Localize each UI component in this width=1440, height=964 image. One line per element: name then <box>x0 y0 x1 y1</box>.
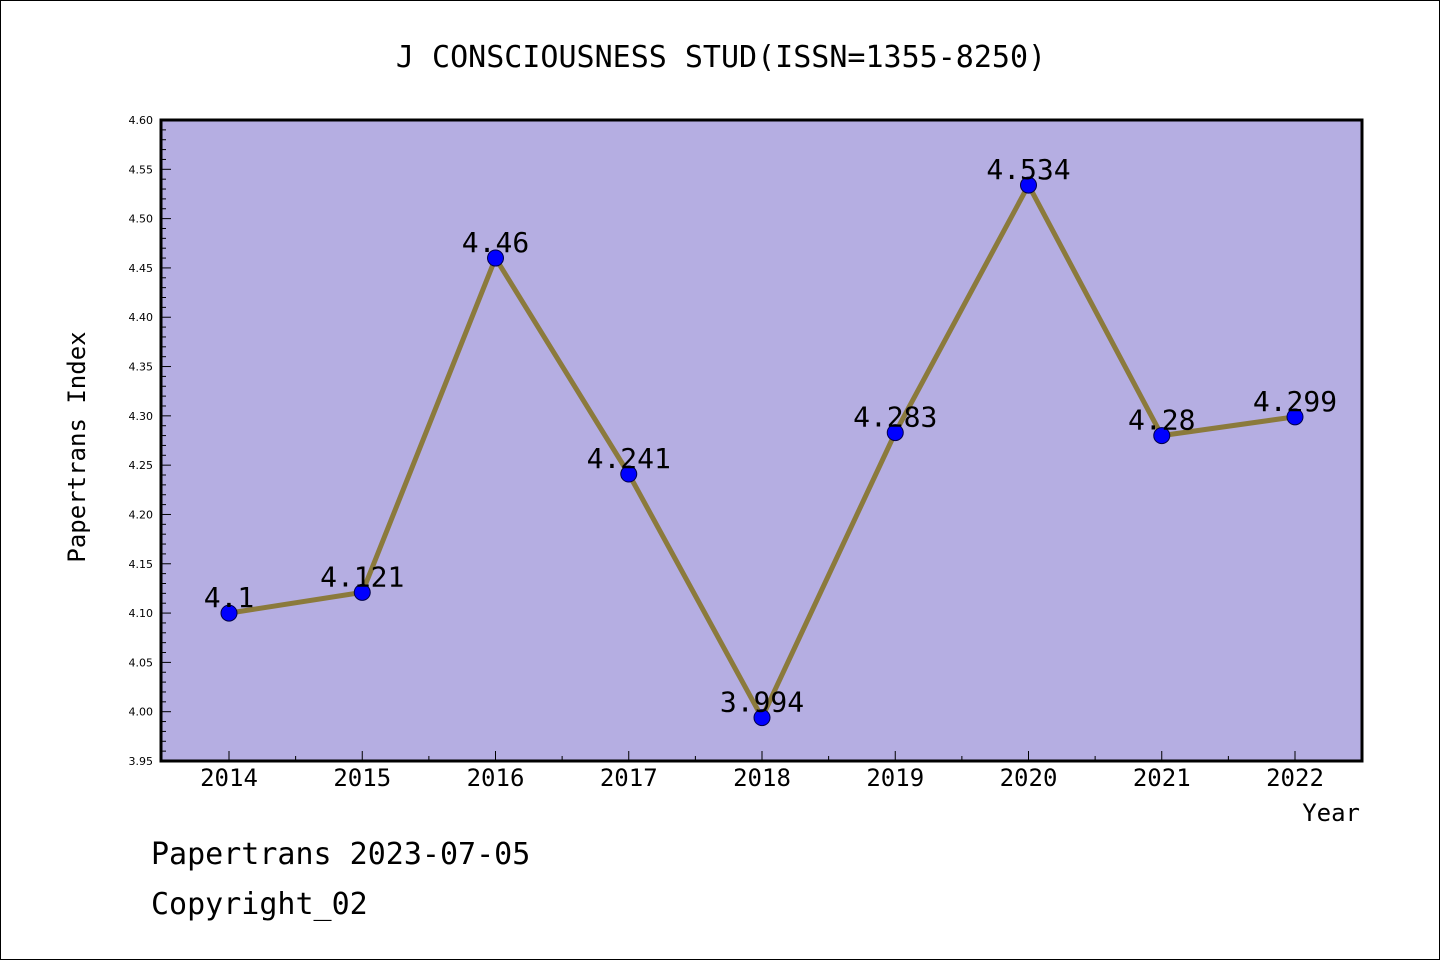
y-axis-ticks: 3.95 4.00 4.05 4.10 4.15 4.20 4.25 4.30 4.35 4.40… <box>129 114 171 768</box>
data-label: 4.46 <box>462 226 529 259</box>
y-tick-label: 4.45 <box>129 262 154 275</box>
footer-date-text: Papertrans 2023-07-05 <box>151 837 530 872</box>
x-tick-label: 2022 <box>1266 764 1324 792</box>
data-point <box>886 424 904 442</box>
data-label: 4.299 <box>1253 385 1337 418</box>
y-tick-label: 4.60 <box>129 114 154 127</box>
x-axis-ticks: 2014 2015 2016 2017 2018 2019 2020 2021 2022 <box>200 751 1324 792</box>
y-tick-label: 4.20 <box>129 508 154 521</box>
y-tick-label: 4.40 <box>129 311 154 324</box>
y-tick-label: 4.25 <box>129 459 154 472</box>
x-tick-label: 2020 <box>1000 764 1058 792</box>
x-tick-label: 2019 <box>866 764 924 792</box>
data-point <box>620 465 638 483</box>
y-tick-label: 4.35 <box>129 361 154 374</box>
data-point <box>220 604 238 622</box>
data-label: 3.994 <box>720 686 804 719</box>
y-tick-label: 4.05 <box>129 656 154 669</box>
data-labels: 4.1 4.121 4.46 4.241 3.994 4.283 4.534 4.28 4.29… <box>204 153 1337 719</box>
data-label: 4.283 <box>853 401 937 434</box>
data-label: 4.1 <box>204 581 255 614</box>
x-tick-label: 2014 <box>200 764 258 792</box>
y-tick-label: 3.95 <box>129 755 154 768</box>
data-point <box>487 249 504 267</box>
y-tick-label: 4.00 <box>129 706 154 719</box>
data-point <box>1286 408 1304 426</box>
data-point <box>753 709 771 727</box>
data-label: 4.28 <box>1128 404 1195 437</box>
plot-area <box>159 118 1364 763</box>
data-label: 4.534 <box>986 153 1070 186</box>
y-tick-label: 4.15 <box>129 558 154 571</box>
data-point <box>353 583 371 601</box>
x-tick-label: 2021 <box>1133 764 1191 792</box>
y-tick-label: 4.10 <box>129 607 154 620</box>
data-label: 4.121 <box>320 560 404 593</box>
x-tick-label: 2015 <box>333 764 391 792</box>
y-tick-label: 4.55 <box>129 163 154 176</box>
y-tick-label: 4.50 <box>129 213 154 226</box>
data-point <box>1153 427 1171 445</box>
data-label: 4.241 <box>587 442 671 475</box>
chart-title: J CONSCIOUSNESS STUD(ISSN=1355-8250) <box>396 40 1046 75</box>
x-tick-label: 2018 <box>733 764 791 792</box>
x-axis-title: Year <box>1302 799 1360 827</box>
x-tick-label: 2016 <box>467 764 525 792</box>
x-tick-label: 2017 <box>600 764 658 792</box>
data-point <box>1020 176 1037 194</box>
footer-copyright-text: Copyright_02 <box>151 887 368 922</box>
y-axis-title: Papertrans Index <box>63 331 91 562</box>
series-markers <box>220 176 1304 727</box>
y-tick-label: 4.30 <box>129 410 154 423</box>
